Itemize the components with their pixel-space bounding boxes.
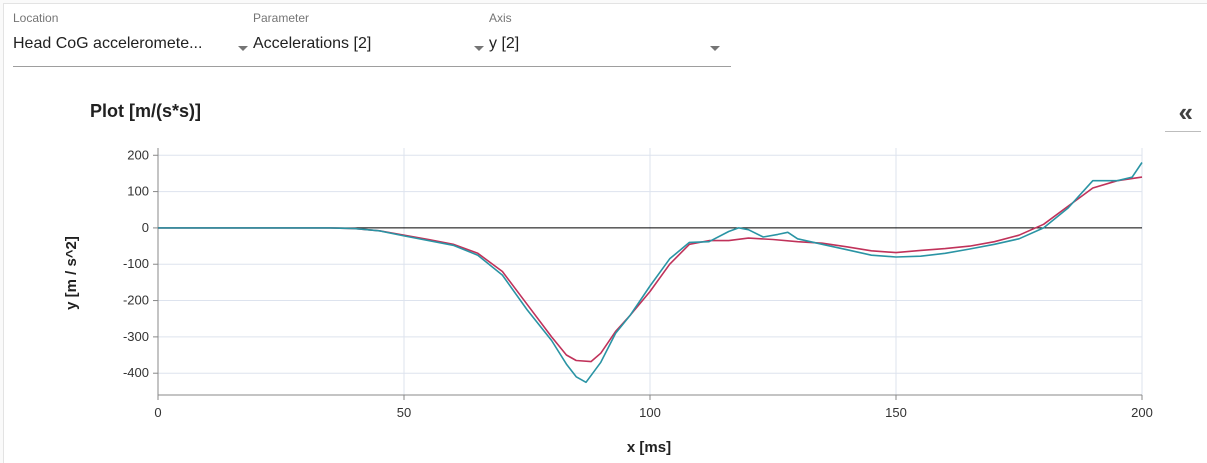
location-selector[interactable]: Location Head CoG acceleromete... xyxy=(13,4,253,66)
y-tick-label: -200 xyxy=(123,293,149,308)
y-axis-title: y [m / s^2] xyxy=(63,236,80,310)
x-tick-label: 100 xyxy=(639,405,661,420)
location-label: Location xyxy=(13,11,59,25)
tick-labels: 0 50 100 150 200 200 100 0 -100 -200 -300 -400 xyxy=(123,147,1153,420)
plot-title: Plot [m/(s*s)] xyxy=(90,101,202,121)
x-axis-title: x [ms] xyxy=(627,439,671,456)
y-tick-label: -300 xyxy=(123,329,149,344)
parameter-label: Parameter xyxy=(253,11,310,25)
axis-label: Axis xyxy=(489,11,512,25)
plot-panel: Location Head CoG acceleromete... Parame… xyxy=(3,3,1207,463)
y-tick-label: 200 xyxy=(127,147,149,162)
parameter-dropdown-icon xyxy=(474,46,484,51)
series-line-1 xyxy=(158,176,1143,363)
y-tick-label: 100 xyxy=(127,184,149,199)
axis-value: y [2] xyxy=(489,35,520,52)
y-tick-label: -100 xyxy=(123,256,149,271)
series-line-2 xyxy=(158,162,1143,384)
collapse-divider xyxy=(1165,131,1201,132)
x-tick-label: 50 xyxy=(397,405,411,420)
selector-underline xyxy=(13,66,731,67)
x-tick-label: 0 xyxy=(154,405,161,420)
axes xyxy=(153,148,1143,400)
location-dropdown-icon xyxy=(238,46,248,51)
parameter-value: Accelerations [2] xyxy=(253,35,372,52)
location-value: Head CoG acceleromete... xyxy=(13,35,203,52)
y-tick-label: 0 xyxy=(142,220,149,235)
parameter-selector[interactable]: Parameter Accelerations [2] xyxy=(253,4,488,66)
axis-dropdown-icon xyxy=(710,46,720,51)
axis-selector[interactable]: Axis y [2] xyxy=(489,4,729,66)
y-tick-label: -400 xyxy=(123,365,149,380)
x-tick-label: 150 xyxy=(885,405,907,420)
grid-lines xyxy=(158,148,1143,395)
series-lines xyxy=(158,162,1143,384)
chevrons-left-icon[interactable]: « xyxy=(1178,97,1193,127)
x-tick-label: 200 xyxy=(1131,405,1153,420)
